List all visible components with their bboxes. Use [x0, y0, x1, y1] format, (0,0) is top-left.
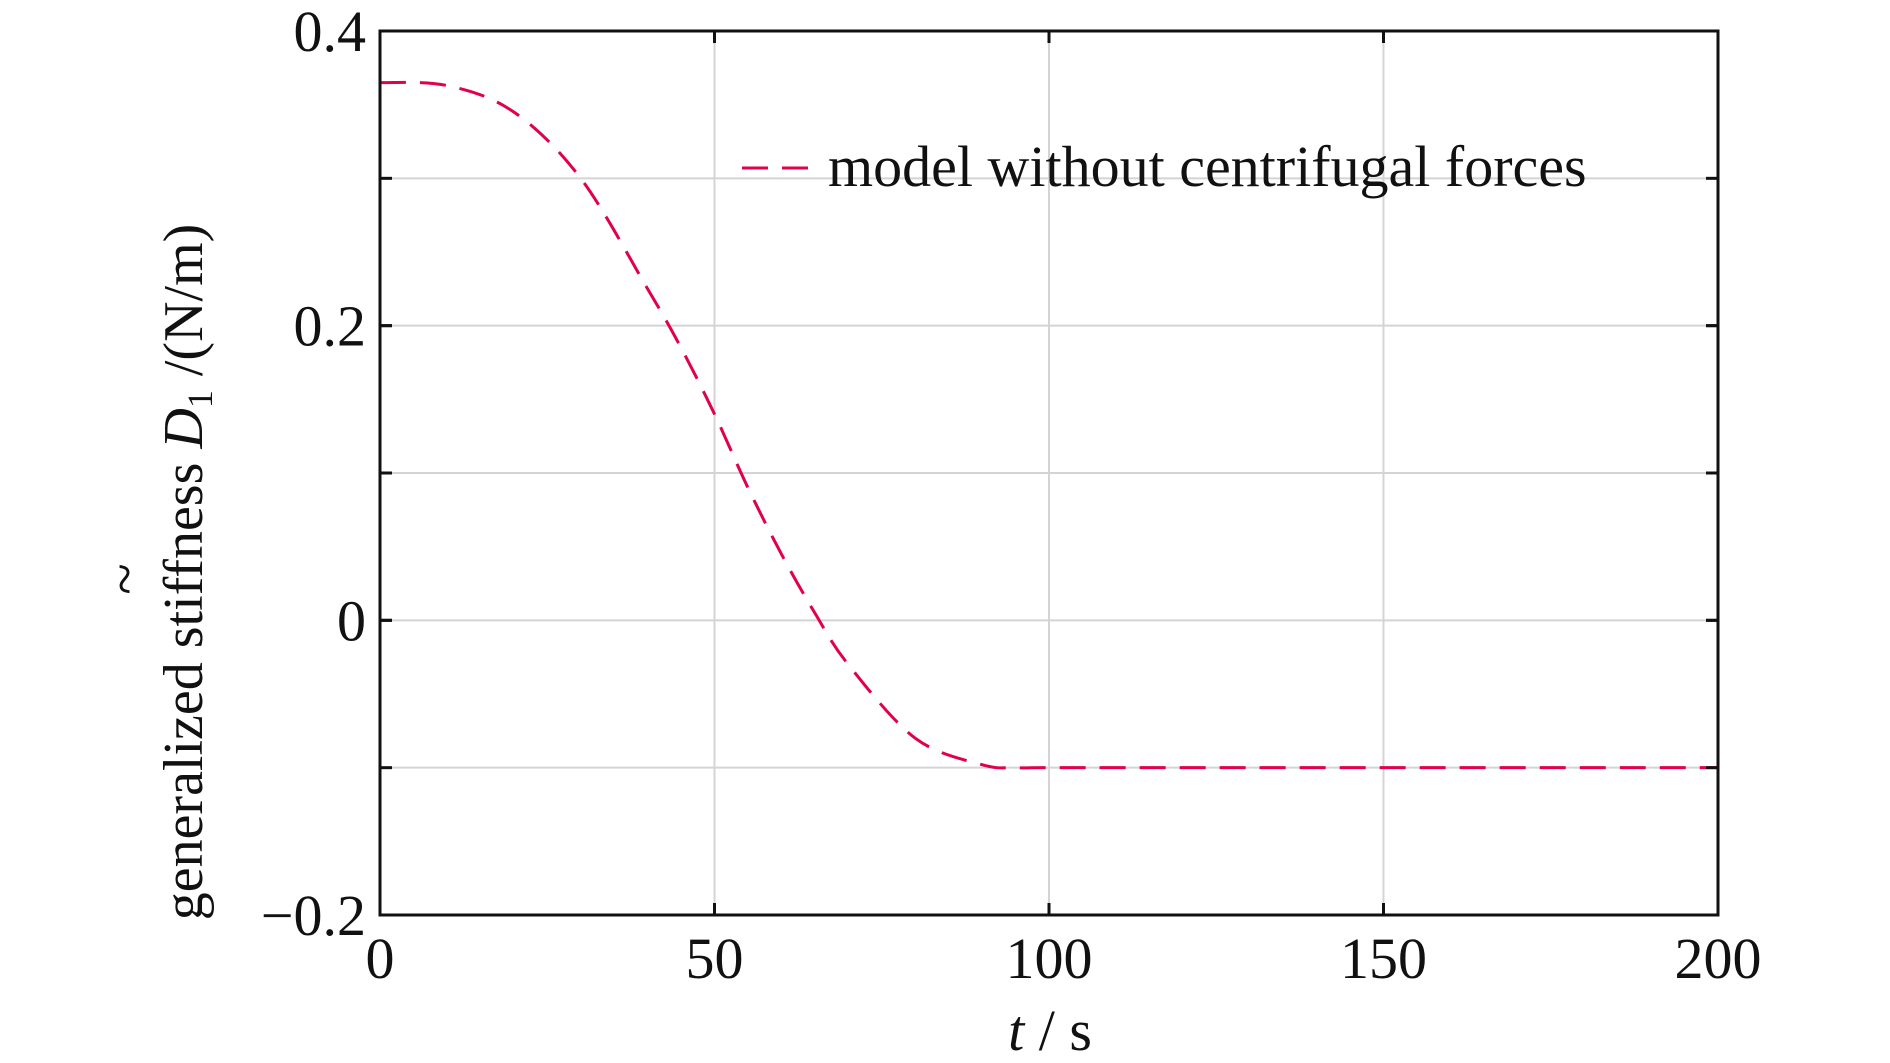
x-axis-variable: t [1008, 998, 1026, 1063]
x-tick-label: 100 [1006, 926, 1093, 991]
ticks: 0 50 100 150 200−0.200.20.4 [261, 0, 1762, 991]
grid [380, 31, 1718, 915]
y-tick-label: −0.2 [261, 883, 366, 948]
y-axis-label: generalized stiffness D1 /(N/m) [153, 224, 220, 921]
y-axis-subscript: 1 [180, 390, 220, 408]
x-axis-label: t / s [1008, 998, 1092, 1063]
y-axis-tilde: ~ [92, 563, 157, 594]
x-tick-label: 200 [1675, 926, 1762, 991]
x-tick-label: 150 [1340, 926, 1427, 991]
x-tick-label: 0 [366, 926, 395, 991]
y-axis-variable: D [153, 408, 215, 449]
legend-label: model without centrifugal forces [828, 134, 1587, 199]
y-tick-label: 0.4 [294, 0, 367, 64]
y-axis-label-group: generalized stiffness D1 /(N/m) ~ [92, 224, 220, 921]
y-axis-prefix: generalized stiffness [153, 449, 215, 921]
x-tick-label: 50 [686, 926, 744, 991]
y-tick-label: 0 [337, 588, 366, 653]
y-axis-unit: /(N/m) [153, 224, 215, 390]
y-tick-label: 0.2 [294, 294, 367, 359]
x-axis-unit: / s [1024, 998, 1092, 1063]
series-layer [379, 80, 1718, 770]
series-line [379, 80, 1718, 770]
legend: model without centrifugal forces [742, 134, 1587, 199]
